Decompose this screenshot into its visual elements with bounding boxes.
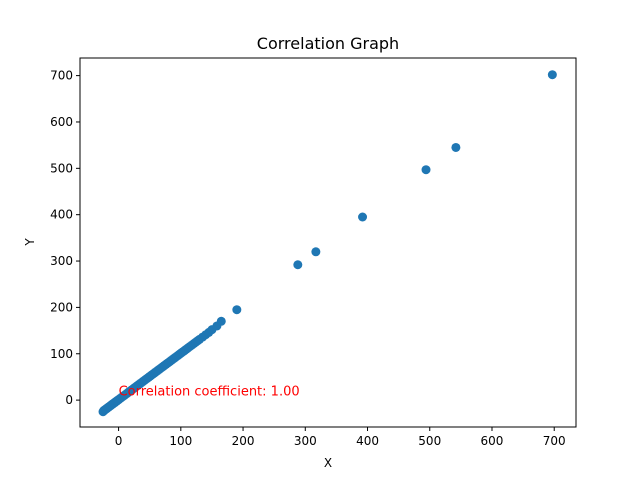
- data-point: [547, 70, 557, 80]
- x-tick-label: 400: [356, 434, 379, 448]
- y-tick-label: 100: [50, 347, 73, 361]
- x-axis-label: X: [324, 456, 332, 470]
- x-tick-label: 300: [294, 434, 317, 448]
- data-point: [451, 142, 461, 152]
- correlation-annotation: Correlation coefficient: 1.00: [119, 384, 300, 399]
- y-tick-label: 300: [50, 254, 73, 268]
- x-tick-label: 100: [169, 434, 192, 448]
- x-axis-ticks: 0 100 200 300 400 500 600 700: [115, 427, 566, 448]
- x-tick-label: 600: [481, 434, 504, 448]
- y-tick-label: 700: [50, 69, 73, 83]
- x-tick-label: 0: [115, 434, 123, 448]
- data-point: [358, 212, 368, 222]
- chart-title: Correlation Graph: [257, 34, 399, 53]
- data-point: [232, 305, 242, 315]
- data-point: [311, 247, 321, 257]
- y-tick-label: 200: [50, 300, 73, 314]
- y-tick-label: 600: [50, 115, 73, 129]
- x-tick-label: 700: [543, 434, 566, 448]
- y-tick-label: 500: [50, 161, 73, 175]
- y-tick-label: 400: [50, 208, 73, 222]
- data-points: [98, 70, 557, 417]
- y-axis-ticks: 0 100 200 300 400 500 600 700: [50, 69, 80, 407]
- data-point: [216, 316, 226, 326]
- x-tick-label: 500: [418, 434, 441, 448]
- y-tick-label: 0: [65, 393, 73, 407]
- data-point: [293, 260, 303, 270]
- x-tick-label: 200: [232, 434, 255, 448]
- y-axis-label: Y: [23, 238, 37, 247]
- data-point: [421, 165, 431, 175]
- plot-frame: [79, 57, 577, 428]
